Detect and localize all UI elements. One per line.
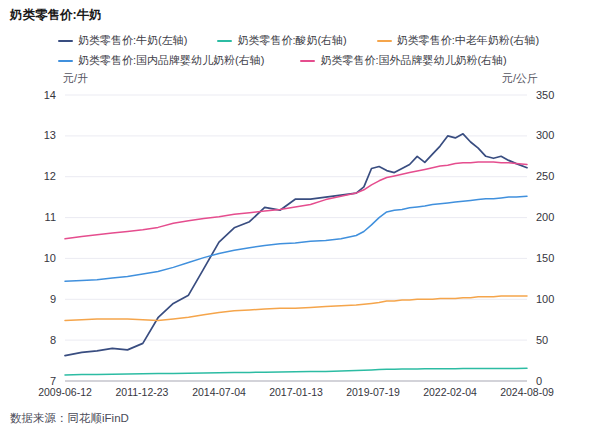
legend-item-senior-milkpowder[interactable]: 奶类零售价:中老年奶粉(右轴) (377, 33, 539, 48)
left-tick-label: 9 (50, 293, 56, 305)
right-tick-label: 300 (536, 129, 554, 141)
legend-swatch-foreign-infant-formula (300, 60, 315, 62)
legend-item-domestic-infant-formula[interactable]: 奶类零售价:国内品牌婴幼儿奶粉(右轴) (58, 53, 264, 68)
legend-item-yogurt[interactable]: 奶类零售价:酸奶(右轴) (217, 33, 346, 48)
right-tick-label: 350 (536, 89, 554, 101)
left-tick-label: 7 (50, 375, 56, 387)
series-line (65, 134, 527, 356)
series-line (65, 162, 527, 239)
legend-label: 奶类零售价:中老年奶粉(右轴) (397, 33, 539, 48)
legend-label: 奶类零售价:国外品牌婴幼儿奶粉(右轴) (320, 53, 506, 68)
chart-panel: 奶类零售价:牛奶 奶类零售价:牛奶(左轴) 奶类零售价:酸奶(右轴) 奶类零售价… (0, 0, 600, 439)
chart-area: 14 350 13 300 12 250 11 200 10 150 9 100 8 50 7 0 2009-0… (0, 70, 600, 405)
right-tick-label: 200 (536, 211, 554, 223)
legend-swatch-senior-milkpowder (377, 40, 392, 42)
legend-swatch-yogurt (217, 40, 232, 42)
x-tick-label: 2022-02-04 (423, 386, 477, 398)
x-tick-label: 2011-12-23 (116, 386, 169, 398)
right-tick-label: 100 (536, 293, 554, 305)
right-tick-label: 150 (536, 252, 554, 264)
left-tick-label: 14 (44, 89, 56, 101)
legend-item-milk[interactable]: 奶类零售价:牛奶(左轴) (58, 33, 187, 48)
x-tick-label: 2017-01-13 (269, 386, 323, 398)
x-tick-label: 2009-06-12 (38, 386, 92, 398)
left-tick-label: 12 (44, 170, 56, 182)
legend-row-2: 奶类零售价:国内品牌婴幼儿奶粉(右轴) 奶类零售价:国外品牌婴幼儿奶粉(右轴) (58, 53, 578, 68)
right-tick-label: 250 (536, 170, 554, 182)
data-source: 数据来源：同花顺iFinD (10, 411, 129, 426)
legend: 奶类零售价:牛奶(左轴) 奶类零售价:酸奶(右轴) 奶类零售价:中老年奶粉(右轴… (58, 33, 578, 73)
left-tick-label: 13 (44, 129, 56, 141)
legend-swatch-milk (58, 40, 73, 42)
x-tick-label: 2024-08-09 (500, 386, 554, 398)
left-tick-label: 11 (45, 211, 56, 223)
right-tick-label: 50 (536, 334, 548, 346)
legend-label: 奶类零售价:牛奶(左轴) (78, 33, 187, 48)
legend-label: 奶类零售价:国内品牌婴幼儿奶粉(右轴) (78, 53, 264, 68)
left-tick-label: 8 (50, 334, 56, 346)
left-tick-label: 10 (44, 252, 56, 264)
legend-row-1: 奶类零售价:牛奶(左轴) 奶类零售价:酸奶(右轴) 奶类零售价:中老年奶粉(右轴… (58, 33, 578, 48)
x-tick-label: 2019-07-19 (346, 386, 400, 398)
x-tick-label: 2014-07-04 (192, 386, 246, 398)
legend-item-foreign-infant-formula[interactable]: 奶类零售价:国外品牌婴幼儿奶粉(右轴) (300, 53, 506, 68)
series-line (65, 196, 527, 281)
chart-svg: 14 350 13 300 12 250 11 200 10 150 9 100 8 50 7 0 2009-0… (0, 70, 600, 405)
right-tick-label: 0 (536, 375, 542, 387)
legend-label: 奶类零售价:酸奶(右轴) (237, 33, 346, 48)
legend-swatch-domestic-infant-formula (58, 60, 73, 62)
page-title: 奶类零售价:牛奶 (10, 7, 102, 24)
series-line (65, 368, 527, 375)
